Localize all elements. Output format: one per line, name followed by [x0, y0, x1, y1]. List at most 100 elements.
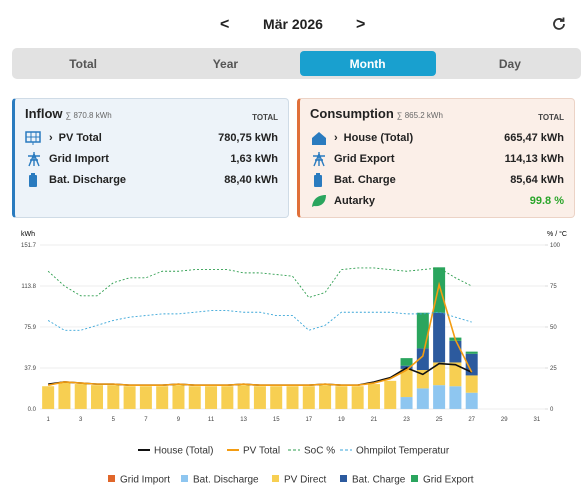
card-sum: ∑ 865.2 kWh — [396, 111, 443, 120]
bar-segment — [465, 351, 478, 354]
bar-segment — [416, 348, 429, 371]
row-label: House (Total) — [343, 131, 414, 144]
row-value: 780,75 kWh — [218, 131, 278, 144]
x-tick-label: 21 — [371, 417, 378, 423]
legend-label: SoC % — [304, 446, 335, 457]
x-tick-label: 11 — [208, 417, 215, 423]
y-tick-label: 151.7 — [21, 243, 37, 249]
bar-segment — [367, 384, 380, 409]
x-tick-label: 5 — [112, 417, 116, 423]
header: < Mär 2026 > — [0, 10, 587, 40]
row-value: 88,40 kWh — [224, 173, 278, 186]
tab-bar: Total Year Month Day — [12, 48, 581, 79]
bar-segment — [400, 397, 413, 409]
x-tick-label: 1 — [46, 417, 50, 423]
inflow-card: Inflow ∑ 870.8 kWh TOTAL › PV Total 780,75 … — [12, 98, 289, 218]
tab[interactable]: Year — [212, 56, 239, 71]
bar-segment — [42, 386, 55, 409]
row: Autarky 99.8 % — [310, 190, 564, 211]
x-tick-label: 25 — [436, 417, 443, 423]
bar-segment — [465, 392, 478, 409]
x-tick-label: 27 — [468, 417, 475, 423]
legend-label: Grid Import — [120, 475, 170, 486]
prev-button[interactable]: < — [220, 16, 230, 33]
refresh-button[interactable] — [551, 16, 567, 32]
card-total-label: TOTAL — [538, 113, 564, 122]
row: Bat. Discharge 88,40 kWh — [25, 169, 278, 190]
y2-tick-label: 25 — [550, 366, 557, 372]
tab[interactable]: Day — [498, 56, 521, 71]
row: Bat. Charge 85,64 kWh — [310, 169, 564, 190]
row-value: 85,64 kWh — [510, 173, 564, 186]
card-title: Inflow — [25, 106, 63, 121]
bar-segment — [416, 312, 429, 349]
y-tick-label: 0.0 — [28, 407, 37, 413]
bar-segment — [433, 362, 446, 386]
card-title: Consumption — [310, 106, 394, 121]
bar-segment — [253, 386, 266, 409]
bar-segment — [58, 382, 71, 409]
bar-segment — [384, 380, 397, 409]
legend-label: House (Total) — [154, 446, 213, 457]
next-button[interactable]: > — [356, 16, 366, 33]
y-tick-label: 37.9 — [24, 366, 36, 372]
y2-tick-label: 75 — [550, 284, 557, 290]
line-series — [47, 267, 472, 299]
card-total-label: TOTAL — [252, 113, 278, 122]
y2-tick-label: 100 — [550, 243, 561, 249]
tab[interactable]: Month — [299, 51, 436, 76]
legend-label: PV Total — [243, 446, 280, 457]
row-value: 99.8 % — [529, 194, 564, 207]
y-tick-label: 113.8 — [21, 284, 36, 290]
bar-segment — [400, 368, 413, 398]
bar-segment — [449, 386, 462, 409]
x-tick-label: 13 — [240, 417, 247, 423]
x-tick-label: 15 — [273, 417, 280, 423]
row-value: 114,13 kWh — [504, 152, 564, 165]
row-label: Bat. Discharge — [49, 173, 127, 186]
tab[interactable]: Total — [69, 56, 98, 71]
bar-segment — [172, 385, 185, 409]
x-tick-label: 29 — [501, 417, 508, 423]
bar-segment — [465, 375, 478, 393]
row-label: Grid Export — [334, 152, 395, 165]
bar-segment — [205, 386, 218, 409]
legend-label: Ohmpilot Temperatur — [356, 446, 450, 457]
row[interactable]: › House (Total) 665,47 kWh — [310, 127, 564, 148]
row[interactable]: › PV Total 780,75 kWh — [25, 127, 278, 148]
bar-segment — [302, 386, 315, 409]
bar-segment — [319, 385, 332, 409]
x-tick-label: 31 — [534, 417, 541, 423]
bar-segment — [449, 362, 462, 387]
bar-segment — [74, 384, 87, 409]
x-tick-label: 17 — [305, 417, 312, 423]
month-title: Mär 2026 — [263, 16, 323, 32]
legend-label: Bat. Charge — [352, 475, 406, 486]
y2-axis-label: % / °C — [547, 230, 567, 238]
row-value: 665,47 kWh — [504, 131, 564, 144]
row-label: Bat. Charge — [334, 173, 396, 186]
y2-tick-label: 0 — [550, 407, 554, 413]
bar-segment — [237, 385, 250, 409]
bar-segment — [221, 386, 234, 409]
row-label: PV Total — [58, 131, 102, 144]
bar-segment — [188, 386, 201, 409]
x-tick-label: 23 — [403, 417, 410, 423]
bar-segment — [91, 385, 104, 409]
bar-segment — [400, 358, 413, 366]
bar-segment — [335, 386, 348, 409]
legend-swatch — [411, 475, 418, 482]
line-series — [47, 281, 473, 387]
legend-label: PV Direct — [284, 475, 326, 486]
bar-segment — [156, 386, 169, 409]
y2-tick-label: 50 — [550, 325, 557, 331]
bar-segment — [433, 385, 446, 409]
chart: kWh % / °C 0.037.975.9113.8151.702550751… — [21, 230, 567, 486]
legend-swatch — [181, 475, 188, 482]
x-tick-label: 7 — [144, 417, 148, 423]
legend-swatch — [272, 475, 279, 482]
legend-label: Grid Export — [423, 475, 474, 486]
y-axis-label: kWh — [21, 231, 35, 238]
legend-swatch — [340, 475, 347, 482]
